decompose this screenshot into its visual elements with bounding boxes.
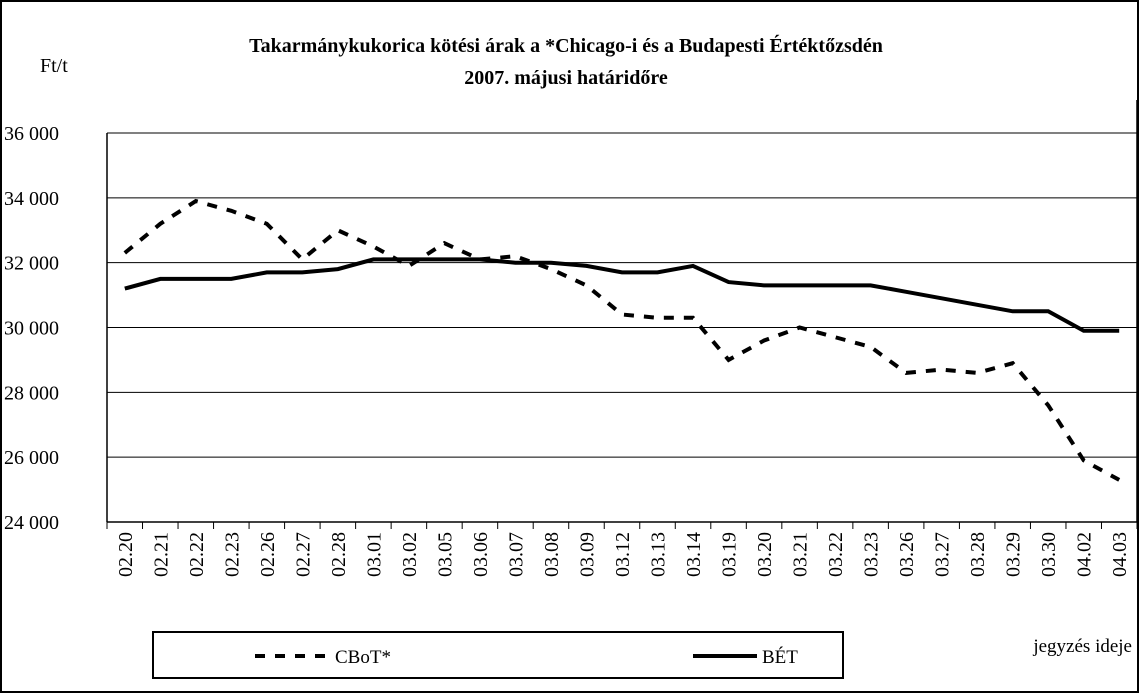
x-tick-label: 03.09: [576, 532, 598, 577]
legend-label: CBoT*: [335, 647, 391, 668]
y-tick-label: 24 000: [4, 512, 59, 534]
x-tick-label: 02.26: [257, 532, 279, 577]
y-tick-label: 36 000: [4, 123, 59, 145]
x-tick-label: 03.02: [399, 532, 421, 577]
x-tick-label: 03.01: [363, 532, 385, 577]
x-tick-label: 03.22: [825, 532, 847, 577]
x-tick-label: 03.21: [790, 532, 812, 577]
y-tick-label: 30 000: [4, 318, 59, 340]
x-tick-label: 03.27: [932, 532, 954, 577]
y-tick-label: 34 000: [4, 188, 59, 210]
series-line: [124, 257, 1120, 333]
x-tick-label: 03.08: [541, 532, 563, 577]
x-tick-label: 02.27: [292, 532, 314, 577]
x-tick-label: 03.30: [1038, 532, 1060, 577]
x-tick-label: 03.05: [434, 532, 456, 577]
y-axis-label: Ft/t: [40, 55, 68, 77]
x-tick-label: 03.26: [896, 532, 918, 577]
y-tick-label: 32 000: [4, 253, 59, 275]
x-tick-label: 03.07: [505, 532, 527, 577]
x-tick-label: 02.20: [115, 532, 137, 577]
y-tick-label: 28 000: [4, 382, 59, 404]
series-line: [123, 198, 1121, 482]
x-tick-label: 03.14: [683, 532, 705, 577]
x-tick-label: 02.23: [221, 532, 243, 577]
legend-label: BÉT: [762, 646, 798, 668]
x-tick-label: 03.20: [754, 532, 776, 577]
chart-title: Takarmánykukorica kötési árak a *Chicago…: [249, 34, 883, 57]
x-tick-label: 03.06: [470, 532, 492, 577]
x-tick-label: 02.28: [328, 532, 350, 577]
x-tick-label: 03.28: [967, 532, 989, 577]
x-tick-label: 03.13: [648, 532, 670, 577]
x-tick-label: 03.29: [1003, 532, 1025, 577]
x-tick-label: 04.03: [1109, 532, 1131, 577]
x-tick-label: 04.02: [1074, 532, 1096, 577]
x-tick-label: 03.12: [612, 532, 634, 577]
x-axis-label: jegyzés ideje: [1032, 636, 1132, 657]
x-tick-label: 02.22: [186, 532, 208, 577]
y-tick-label: 26 000: [4, 447, 59, 469]
chart-title: 2007. májusi határidőre: [464, 67, 668, 89]
x-tick-label: 02.21: [150, 532, 172, 577]
x-tick-label: 03.23: [861, 532, 883, 577]
x-tick-label: 03.19: [719, 532, 741, 577]
